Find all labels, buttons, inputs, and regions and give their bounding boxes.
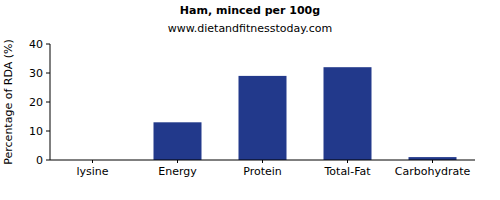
y-tick-label: 30 — [29, 67, 43, 80]
subtitle: www.dietandfitnesstoday.com — [168, 22, 332, 35]
bars — [154, 67, 457, 160]
bar — [324, 67, 372, 160]
y-tick — [46, 73, 50, 74]
y-tick-label: 20 — [29, 96, 43, 109]
bar — [154, 122, 202, 160]
x-tick-label: Protein — [243, 165, 282, 178]
x-tick-label: lysine — [76, 165, 108, 178]
y-tick — [46, 131, 50, 132]
y-tick-label: 40 — [29, 38, 43, 51]
y-tick-label: 10 — [29, 125, 43, 138]
x-tick-label: Total-Fat — [323, 165, 371, 178]
x-tick-label: Carbohydrate — [395, 165, 471, 178]
y-axis-label: Percentage of RDA (%) — [2, 39, 15, 164]
chart: Ham, minced per 100g www.dietandfitnessto… — [0, 0, 500, 200]
title: Ham, minced per 100g — [180, 4, 320, 17]
x-axis — [50, 160, 475, 161]
y-axis — [50, 44, 51, 160]
y-tick — [46, 44, 50, 45]
y-tick-label: 0 — [36, 154, 43, 167]
x-tick-label: Energy — [158, 165, 197, 178]
bar — [239, 76, 287, 160]
y-tick — [46, 102, 50, 103]
y-tick — [46, 160, 50, 161]
